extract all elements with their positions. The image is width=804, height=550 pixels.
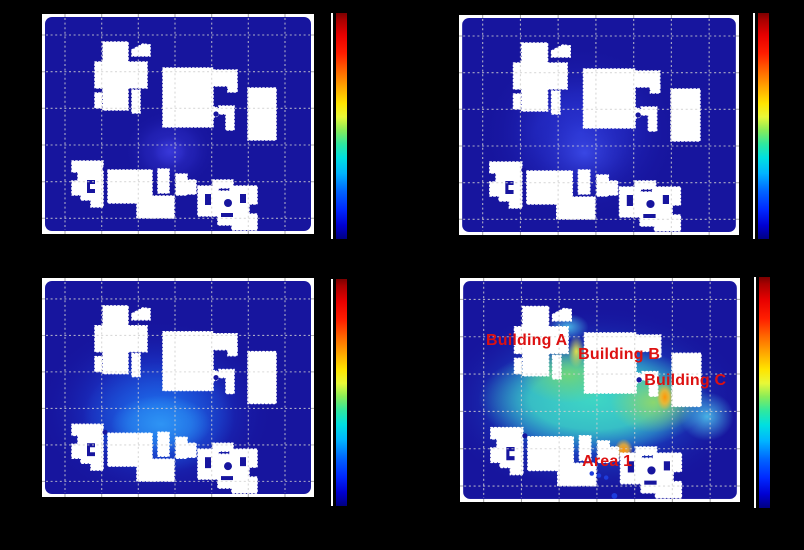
annotation-building-b: Building B <box>578 346 661 364</box>
heatmap-panel-top-right <box>459 15 739 235</box>
colorbar-gradient <box>336 13 347 239</box>
heatmap-plot <box>460 278 740 502</box>
colorbar-bottom-left <box>331 279 347 506</box>
annotation-area-1: Area 1 <box>582 453 633 471</box>
heatmap-plot <box>42 278 314 497</box>
colorbar-axis-line <box>753 13 755 239</box>
heatmap-plot <box>459 15 739 235</box>
colorbar-top-left <box>331 13 347 239</box>
colorbar-gradient <box>336 279 347 506</box>
heatmap-panel-bottom-right: Building A Building B Building C Area 1 <box>460 278 740 502</box>
colorbar-axis-line <box>331 13 333 239</box>
colorbar-axis-line <box>754 277 756 508</box>
colorbar-top-right <box>753 13 769 239</box>
heatmap-panel-top-left <box>42 14 314 234</box>
annotation-building-a: Building A <box>486 331 568 349</box>
annotation-building-c: Building C <box>644 371 727 389</box>
colorbar-bottom-right <box>754 277 770 508</box>
heatmap-plot <box>42 14 314 234</box>
colorbar-gradient <box>758 13 769 239</box>
colorbar-axis-line <box>331 279 333 506</box>
heatmap-panel-bottom-left <box>42 278 314 497</box>
colorbar-gradient <box>759 277 770 508</box>
sensor-dots <box>589 471 618 499</box>
